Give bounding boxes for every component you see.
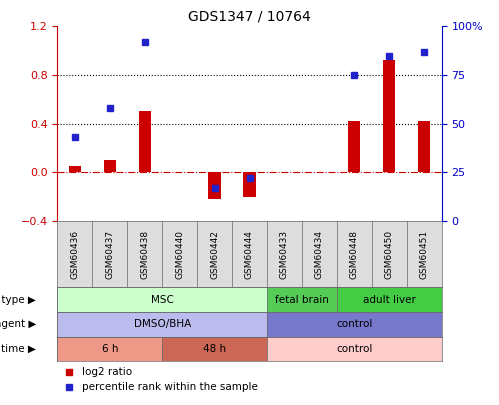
Bar [104, 160, 116, 172]
Text: log2 ratio: log2 ratio [82, 367, 133, 377]
Text: MSC: MSC [151, 295, 174, 305]
Text: GSM60450: GSM60450 [385, 230, 394, 279]
Bar [418, 121, 430, 172]
Text: GSM60437: GSM60437 [105, 230, 114, 279]
Text: GSM60436: GSM60436 [70, 230, 79, 279]
Text: agent ▶: agent ▶ [0, 319, 36, 329]
Text: control: control [336, 344, 372, 354]
Text: 48 h: 48 h [203, 344, 226, 354]
Text: fetal brain: fetal brain [275, 295, 329, 305]
Bar [69, 166, 81, 172]
Bar [244, 172, 255, 196]
Text: GSM60433: GSM60433 [280, 230, 289, 279]
Bar [348, 121, 360, 172]
Text: adult liver: adult liver [363, 295, 416, 305]
Text: GSM60448: GSM60448 [350, 230, 359, 279]
Bar [267, 337, 442, 361]
Bar [57, 312, 267, 337]
Bar [162, 337, 267, 361]
Text: GSM60438: GSM60438 [140, 230, 149, 279]
Title: GDS1347 / 10764: GDS1347 / 10764 [188, 10, 311, 24]
Bar [383, 60, 395, 172]
Text: percentile rank within the sample: percentile rank within the sample [82, 382, 258, 392]
Text: GSM60451: GSM60451 [420, 230, 429, 279]
Text: 6 h: 6 h [101, 344, 118, 354]
Bar [57, 337, 162, 361]
Bar [337, 288, 442, 312]
Text: time ▶: time ▶ [1, 344, 36, 354]
Text: GSM60442: GSM60442 [210, 230, 219, 279]
Text: DMSO/BHA: DMSO/BHA [134, 319, 191, 329]
Bar [57, 288, 267, 312]
Bar [139, 111, 151, 172]
Bar [209, 172, 221, 199]
Bar [267, 288, 337, 312]
Text: control: control [336, 319, 372, 329]
Text: GSM60434: GSM60434 [315, 230, 324, 279]
Text: cell type ▶: cell type ▶ [0, 295, 36, 305]
Text: GSM60444: GSM60444 [245, 230, 254, 279]
Text: GSM60440: GSM60440 [175, 230, 184, 279]
Bar [267, 312, 442, 337]
